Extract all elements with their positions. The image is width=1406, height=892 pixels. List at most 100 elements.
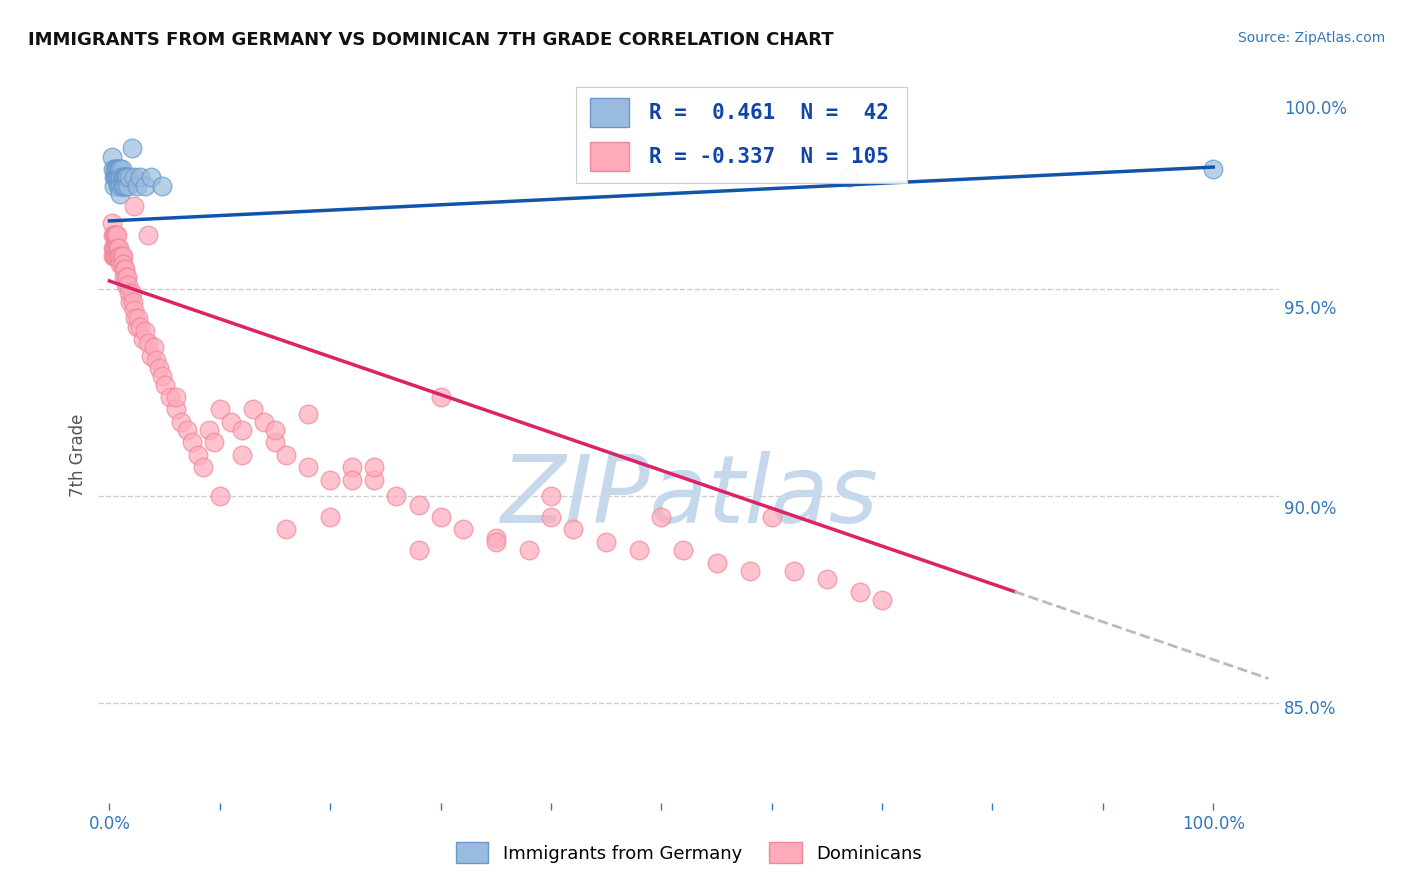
Point (838, 170, 860, 185)
Point (738, 564, 761, 578)
Point (181, 435, 204, 450)
Point (101, 249, 124, 263)
Point (165, 402, 187, 417)
Point (136, 228, 159, 243)
Point (110, 186, 132, 201)
Point (208, 489, 231, 503)
Point (103, 170, 125, 185)
Point (408, 543, 430, 558)
Point (198, 423, 221, 437)
Point (111, 257, 134, 271)
Point (136, 336, 159, 351)
Point (105, 162, 128, 177)
Text: ZIPatlas: ZIPatlas (501, 451, 877, 542)
Point (110, 257, 132, 271)
Point (110, 178, 132, 193)
Point (115, 170, 138, 185)
Point (122, 170, 145, 185)
Point (121, 141, 143, 155)
Point (115, 278, 138, 293)
Point (120, 294, 142, 309)
Point (104, 241, 127, 255)
Point (176, 423, 198, 437)
Point (783, 564, 806, 578)
Point (124, 311, 146, 326)
Point (127, 311, 149, 326)
Point (429, 510, 451, 524)
Point (193, 460, 215, 475)
Point (105, 170, 128, 185)
Point (108, 170, 131, 185)
Point (319, 510, 342, 524)
Point (202, 435, 225, 450)
Point (125, 319, 148, 334)
Point (342, 460, 364, 475)
Point (363, 460, 385, 475)
Point (107, 249, 129, 263)
Point (342, 473, 364, 487)
Point (115, 170, 138, 185)
Point (112, 261, 135, 276)
Point (274, 448, 297, 462)
Point (429, 390, 451, 404)
Point (101, 241, 124, 255)
Point (141, 349, 163, 363)
Point (115, 269, 138, 284)
Point (540, 510, 562, 524)
Point (152, 178, 174, 193)
Point (107, 241, 129, 255)
Point (131, 332, 153, 346)
Point (110, 249, 132, 263)
Point (517, 543, 540, 558)
Point (114, 261, 136, 276)
Point (110, 170, 132, 185)
Point (141, 170, 163, 185)
Text: R = -0.337  N = 105: R = -0.337 N = 105 (650, 147, 889, 167)
Point (105, 241, 128, 255)
Legend: Immigrants from Germany, Dominicans: Immigrants from Germany, Dominicans (449, 835, 929, 871)
Point (118, 170, 141, 185)
Y-axis label: 7th Grade: 7th Grade (69, 413, 87, 497)
Point (219, 415, 242, 429)
Text: IMMIGRANTS FROM GERMANY VS DOMINICAN 7TH GRADE CORRELATION CHART: IMMIGRANTS FROM GERMANY VS DOMINICAN 7TH… (28, 31, 834, 49)
Point (485, 531, 508, 545)
Point (101, 228, 124, 243)
Point (108, 162, 131, 177)
Point (145, 352, 167, 367)
Point (111, 170, 134, 185)
Point (103, 228, 125, 243)
Point (122, 199, 145, 213)
Point (1202, 162, 1225, 177)
Point (118, 286, 141, 301)
Point (112, 269, 135, 284)
Point (105, 170, 128, 185)
Point (108, 178, 131, 193)
Point (115, 178, 138, 193)
Point (706, 556, 728, 570)
Point (110, 257, 132, 271)
Point (165, 390, 187, 404)
Point (110, 178, 132, 193)
Point (595, 534, 617, 549)
Point (110, 170, 132, 185)
Point (103, 249, 125, 263)
Point (815, 572, 838, 586)
Point (107, 178, 129, 193)
Point (408, 498, 430, 512)
Point (650, 510, 672, 524)
Point (129, 319, 152, 334)
Point (628, 543, 651, 558)
Point (105, 249, 128, 263)
Point (100, 150, 122, 164)
Point (385, 489, 408, 503)
Point (100, 216, 122, 230)
Point (107, 170, 129, 185)
Point (253, 415, 276, 429)
Point (105, 228, 128, 243)
Point (110, 249, 132, 263)
Point (105, 228, 128, 243)
Point (264, 435, 287, 450)
Point (231, 448, 253, 462)
Point (105, 249, 128, 263)
Point (231, 423, 253, 437)
